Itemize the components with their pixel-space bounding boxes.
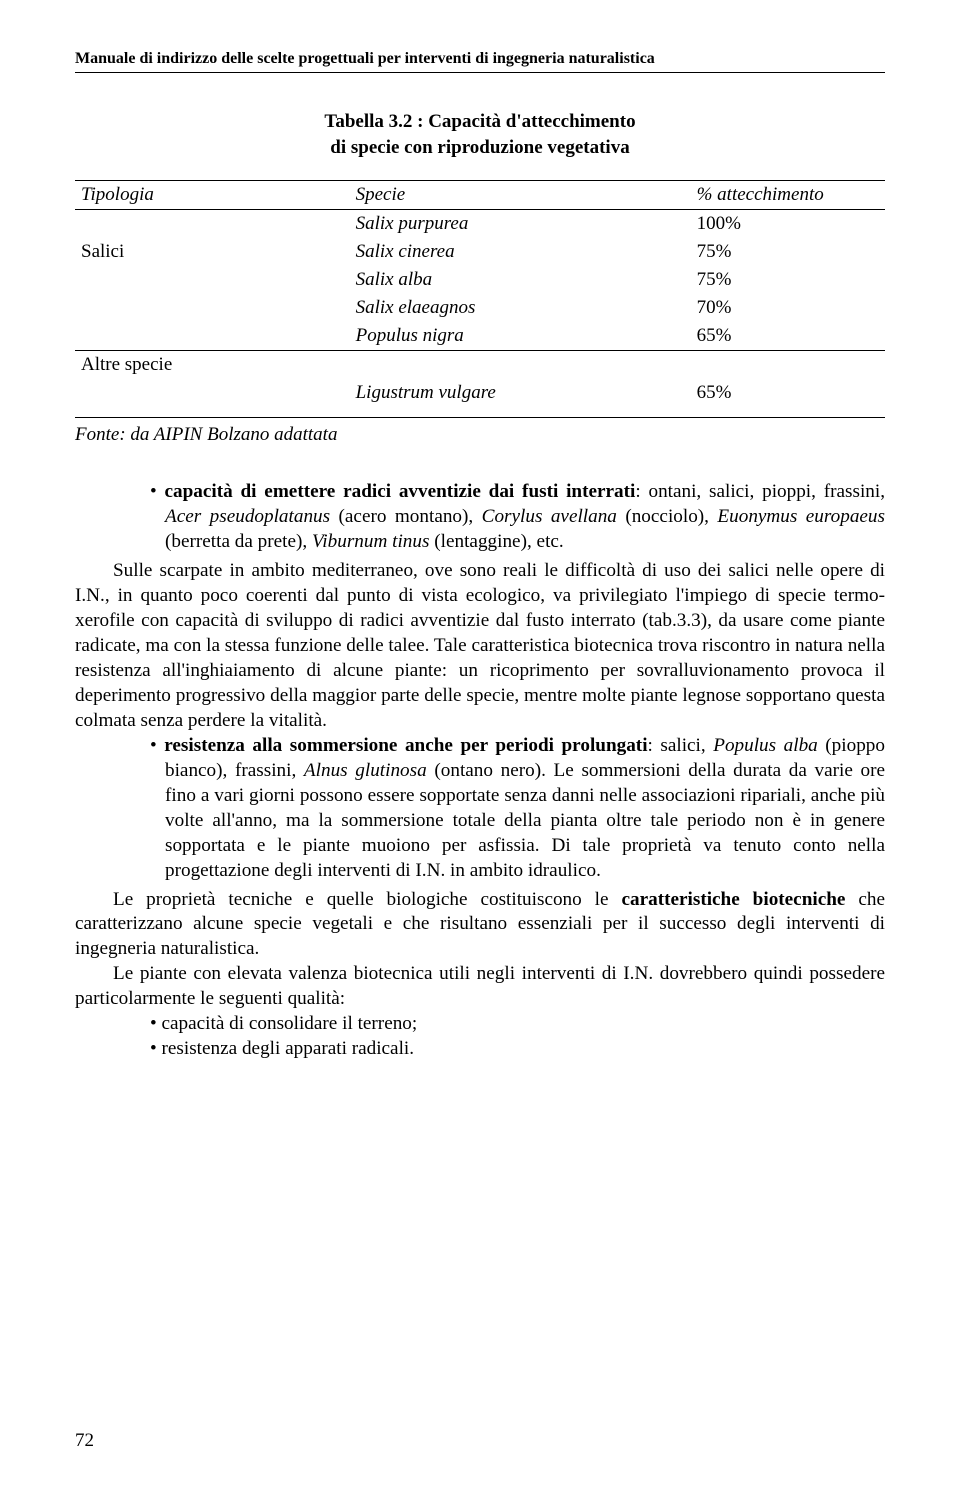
cell-specie: Salix cinerea: [286, 238, 691, 266]
cell-pct: [691, 351, 885, 380]
cell-specie: [286, 351, 691, 380]
page: Manuale di indirizzo delle scelte proget…: [0, 0, 960, 1488]
cell-pct: 65%: [691, 322, 885, 351]
bullet-lead: capacità di emettere radici avventizie d…: [165, 481, 636, 502]
table-row: Salix alba 75%: [75, 266, 885, 294]
bullet-resistenza-radicali: resistenza degli apparati radicali.: [75, 1037, 885, 1062]
txt: (nocciolo),: [617, 506, 718, 527]
species: Alnus glutinosa: [304, 760, 427, 781]
table-row: Salix elaeagnos 70%: [75, 294, 885, 322]
species: Corylus avellana: [482, 506, 617, 527]
txt: (acero montano),: [330, 506, 482, 527]
th-specie: Specie: [286, 181, 691, 210]
bullet-lead: resistenza alla sommersione anche per pe…: [164, 735, 647, 756]
bold-term: caratteristiche biotecniche: [621, 889, 845, 910]
cell-tipologia: Altre specie: [75, 351, 286, 380]
cell-tipologia: [75, 322, 286, 351]
table-header-row: Tipologia Specie % attecchimento: [75, 181, 885, 210]
data-table: Tipologia Specie % attecchimento Salix p…: [75, 180, 885, 407]
species: Populus alba: [713, 735, 818, 756]
txt: Le proprietà tecniche e quelle biologich…: [113, 889, 621, 910]
table-source: Fonte: da AIPIN Bolzano adattata: [75, 417, 885, 446]
bullet-resistenza-sommersione: resistenza alla sommersione anche per pe…: [75, 734, 885, 884]
table-row: Populus nigra 65%: [75, 322, 885, 351]
table-title: Tabella 3.2 : Capacità d'attecchimento d…: [197, 109, 764, 160]
cell-pct: 100%: [691, 210, 885, 239]
table-row: Ligustrum vulgare 65%: [75, 379, 885, 407]
cell-specie: Salix elaeagnos: [286, 294, 691, 322]
paragraph-scarpate: Sulle scarpate in ambito mediterraneo, o…: [75, 559, 885, 734]
cell-tipologia: [75, 294, 286, 322]
th-tipologia: Tipologia: [75, 181, 286, 210]
cell-pct: 75%: [691, 238, 885, 266]
txt: : salici,: [648, 735, 714, 756]
bullet-capacita-radici: capacità di emettere radici avventizie d…: [75, 480, 885, 555]
cell-pct: 65%: [691, 379, 885, 407]
species: Euonymus europaeus: [717, 506, 885, 527]
cell-pct: 75%: [691, 266, 885, 294]
species: Viburnum tinus: [312, 531, 429, 552]
th-pct: % attecchimento: [691, 181, 885, 210]
cell-specie: Ligustrum vulgare: [286, 379, 691, 407]
cell-tipologia: [75, 379, 286, 407]
table-row: Salici Salix cinerea 75%: [75, 238, 885, 266]
txt: (berretta da prete),: [165, 531, 312, 552]
paragraph-qualita: Le piante con elevata valenza biotecnica…: [75, 962, 885, 1012]
txt: (lentaggine), etc.: [429, 531, 563, 552]
cell-tipologia: [75, 210, 286, 239]
txt: : ontani, salici, pioppi, frassini,: [635, 481, 885, 502]
cell-specie: Salix purpurea: [286, 210, 691, 239]
running-header: Manuale di indirizzo delle scelte proget…: [75, 50, 885, 73]
cell-pct: 70%: [691, 294, 885, 322]
table-title-line2: di specie con riproduzione vegetativa: [330, 137, 629, 158]
bullet-consolidare: capacità di consolidare il terreno;: [75, 1012, 885, 1037]
cell-tipologia: Salici: [75, 238, 286, 266]
body-text: capacità di emettere radici avventizie d…: [75, 480, 885, 1062]
species: Acer pseudoplatanus: [165, 506, 330, 527]
table-title-line1: Tabella 3.2 : Capacità d'attecchimento: [324, 111, 635, 132]
table-row: Salix purpurea 100%: [75, 210, 885, 239]
paragraph-caratteristiche: Le proprietà tecniche e quelle biologich…: [75, 888, 885, 963]
page-number: 72: [75, 1430, 94, 1452]
cell-tipologia: [75, 266, 286, 294]
cell-specie: Populus nigra: [286, 322, 691, 351]
cell-specie: Salix alba: [286, 266, 691, 294]
table-row: Altre specie: [75, 351, 885, 380]
